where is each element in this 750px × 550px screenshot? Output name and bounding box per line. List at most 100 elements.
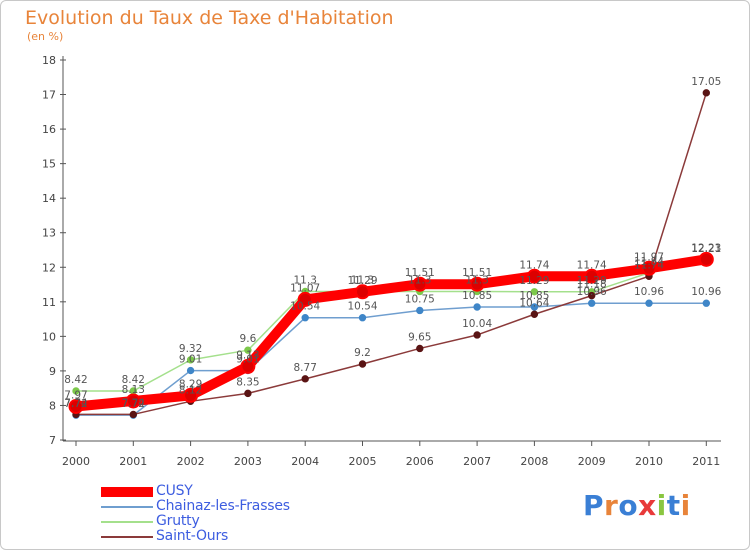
data-label: 8.77 bbox=[294, 362, 317, 374]
data-label: 10.64 bbox=[519, 297, 549, 309]
y-tick-label: 12 bbox=[42, 261, 56, 274]
data-point bbox=[358, 360, 367, 368]
data-point bbox=[355, 284, 370, 300]
data-label: 7.74 bbox=[64, 397, 88, 409]
data-point bbox=[530, 288, 539, 296]
legend-label: CUSY bbox=[156, 483, 193, 499]
data-label: 10.04 bbox=[462, 318, 492, 330]
logo-letter: r bbox=[604, 489, 619, 522]
y-tick-label: 16 bbox=[42, 123, 56, 136]
data-point bbox=[588, 299, 596, 307]
data-label: 10.75 bbox=[405, 293, 435, 305]
data-point bbox=[240, 358, 256, 374]
data-label: 11.74 bbox=[634, 259, 664, 271]
data-label: 9.01 bbox=[179, 354, 202, 366]
logo-letter: o bbox=[618, 489, 639, 522]
data-label: 8.12 bbox=[179, 384, 202, 396]
data-point bbox=[301, 375, 309, 383]
x-tick-label: 2003 bbox=[234, 455, 262, 468]
logo-letter: x bbox=[638, 489, 657, 522]
x-tick-label: 2010 bbox=[635, 455, 663, 468]
data-label: 7.72 bbox=[64, 398, 87, 410]
data-point bbox=[244, 346, 252, 354]
data-label: 11.07 bbox=[290, 282, 320, 294]
y-tick-label: 8 bbox=[49, 399, 56, 412]
data-point bbox=[412, 276, 428, 292]
data-label: 12.21 bbox=[691, 243, 721, 255]
chart-subtitle: (en %) bbox=[27, 30, 64, 43]
x-tick-label: 2005 bbox=[349, 455, 377, 468]
data-point bbox=[588, 291, 596, 300]
y-tick-label: 9 bbox=[49, 365, 56, 378]
x-tick-label: 2001 bbox=[119, 455, 147, 468]
legend-label: Grutty bbox=[156, 513, 200, 529]
data-label: 11.51 bbox=[462, 267, 492, 279]
data-label: 11.29 bbox=[347, 275, 377, 287]
data-point bbox=[125, 393, 141, 409]
proxiti-logo: Proxiti bbox=[583, 489, 691, 522]
data-point bbox=[698, 251, 714, 267]
x-tick-label: 2004 bbox=[291, 455, 319, 468]
data-point bbox=[530, 310, 539, 318]
data-label: 9.32 bbox=[179, 343, 202, 355]
data-label: 11.3 bbox=[408, 274, 431, 286]
data-label: 11.3 bbox=[465, 274, 488, 286]
data-label: 17.05 bbox=[691, 76, 721, 88]
data-point bbox=[702, 89, 710, 97]
data-label: 11.18 bbox=[577, 279, 607, 291]
x-tick-label: 2011 bbox=[692, 455, 720, 468]
data-label: 11.74 bbox=[519, 259, 549, 271]
data-point bbox=[358, 314, 367, 322]
data-point bbox=[129, 410, 138, 419]
legend-swatch bbox=[101, 506, 153, 508]
data-label: 10.96 bbox=[691, 286, 721, 298]
logo-letter: t bbox=[666, 489, 681, 522]
data-label: 11.97 bbox=[634, 251, 664, 263]
data-point bbox=[68, 398, 84, 414]
legend-label: Saint-Ours bbox=[156, 528, 229, 544]
data-label: 8.35 bbox=[236, 376, 259, 388]
data-label: 10.96 bbox=[634, 286, 664, 298]
data-point bbox=[473, 303, 481, 311]
data-point bbox=[186, 366, 195, 375]
data-label: 9.65 bbox=[408, 331, 431, 343]
y-tick-label: 15 bbox=[42, 158, 56, 171]
data-point bbox=[301, 314, 309, 322]
data-label: 10.85 bbox=[519, 290, 549, 302]
logo-letter: i bbox=[680, 489, 691, 522]
data-label: 11.29 bbox=[577, 275, 607, 287]
data-label: 9.6 bbox=[240, 333, 257, 345]
data-label: 9.01 bbox=[236, 354, 259, 366]
x-tick-label: 2008 bbox=[520, 455, 548, 468]
data-label: 12.23 bbox=[691, 242, 721, 254]
data-point bbox=[641, 260, 657, 276]
data-label: 9.2 bbox=[354, 347, 371, 359]
data-label: 8.29 bbox=[179, 378, 202, 390]
logo-letter: i bbox=[656, 489, 667, 522]
data-point bbox=[702, 299, 710, 307]
data-label: 10.54 bbox=[347, 301, 377, 313]
data-point bbox=[473, 331, 481, 339]
y-tick-label: 7 bbox=[49, 434, 56, 447]
data-label: 9.13 bbox=[236, 349, 259, 361]
legend-swatch bbox=[101, 487, 153, 497]
series-line-grutty bbox=[76, 259, 707, 392]
x-tick-label: 2006 bbox=[406, 455, 434, 468]
data-label: 11.84 bbox=[634, 256, 664, 268]
data-point bbox=[645, 299, 653, 307]
series-line-cusy bbox=[75, 254, 708, 412]
y-tick-label: 13 bbox=[42, 227, 56, 240]
data-label: 8.42 bbox=[64, 374, 87, 386]
data-point bbox=[469, 276, 485, 292]
data-label: 8.13 bbox=[122, 384, 145, 396]
y-tick-label: 17 bbox=[42, 89, 56, 102]
data-point bbox=[584, 268, 600, 284]
x-tick-label: 2000 bbox=[62, 455, 90, 468]
data-point bbox=[183, 387, 199, 403]
y-tick-label: 14 bbox=[42, 192, 56, 205]
y-tick-label: 18 bbox=[42, 54, 56, 67]
series-line-chainaz-les-frasses bbox=[76, 302, 707, 416]
data-label: 10.96 bbox=[577, 286, 607, 298]
